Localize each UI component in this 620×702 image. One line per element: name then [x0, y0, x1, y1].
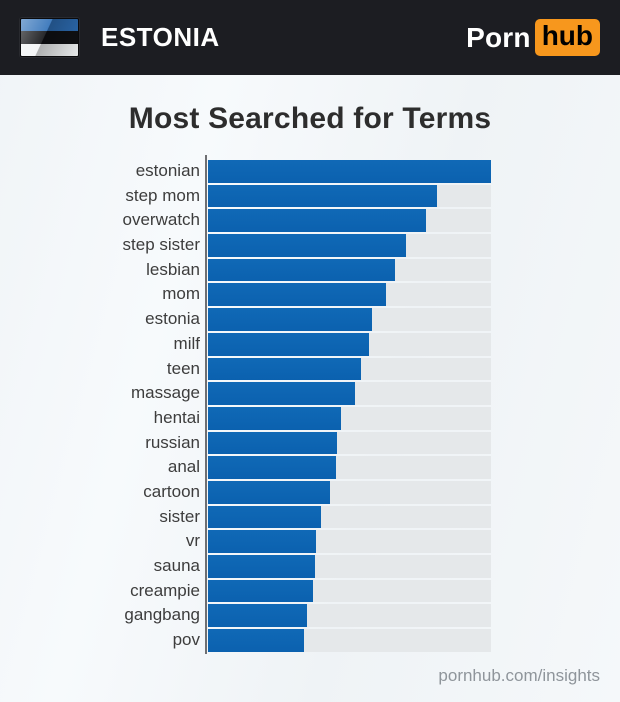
- bar-label: mom: [162, 284, 200, 304]
- bar-row: sauna: [0, 555, 620, 578]
- bar-fill: [208, 456, 337, 479]
- bar-label: estonian: [135, 161, 200, 180]
- header-bar: ESTONIA Porn hub: [0, 0, 620, 75]
- y-axis-line: [205, 155, 207, 654]
- bar-label: gangbang: [124, 605, 200, 625]
- logo-hub-badge: hub: [534, 19, 600, 56]
- bar-row: cartoon: [0, 480, 620, 504]
- bar-fill: [208, 308, 373, 331]
- bar-row: russian: [0, 431, 620, 455]
- bar-label: estonia: [145, 309, 200, 329]
- bar-row: sister: [0, 505, 620, 529]
- bar-label: sauna: [153, 556, 200, 575]
- bar-label: vr: [185, 531, 200, 551]
- bar-label: sister: [159, 506, 200, 526]
- bar-fill: [208, 382, 356, 405]
- bar-fill: [208, 209, 426, 233]
- country-label: ESTONIA: [101, 22, 220, 52]
- bar-fill: [208, 406, 341, 430]
- bar-rows: estonian step mom overwatch step sister lesb…: [0, 160, 620, 652]
- bar-track: [208, 629, 491, 652]
- bar-track: [208, 308, 491, 331]
- bar-row: lesbian: [0, 258, 620, 282]
- bar-track: [208, 357, 491, 381]
- bar-row: step sister: [0, 234, 620, 257]
- bar-row: teen: [0, 357, 620, 381]
- bar-track: [208, 505, 491, 529]
- bar-fill: [208, 604, 308, 628]
- bar-label: step mom: [125, 185, 200, 205]
- bar-label: russian: [145, 432, 200, 452]
- chart-title: Most Searched for Terms: [128, 102, 492, 135]
- bar-row: mom: [0, 283, 620, 307]
- bar-label: anal: [167, 457, 200, 477]
- bar-fill: [208, 530, 317, 553]
- bar-fill: [208, 357, 361, 381]
- bar-fill: [208, 332, 370, 356]
- bar-fill: [208, 431, 338, 455]
- bar-fill: [208, 234, 407, 257]
- pornhub-logo: Porn hub: [466, 19, 600, 56]
- bar-label: hentai: [153, 407, 200, 427]
- flag-stripe-black: [21, 31, 78, 44]
- bar-row: pov: [0, 629, 620, 652]
- bar-row: anal: [0, 456, 620, 479]
- bar-fill: [208, 283, 387, 307]
- bar-track: [208, 234, 491, 257]
- bar-row: estonia: [0, 308, 620, 331]
- bar-fill: [208, 258, 395, 282]
- bar-track: [208, 160, 491, 183]
- bar-row: vr: [0, 530, 620, 553]
- bar-fill: [208, 160, 491, 183]
- bar-track: [208, 431, 491, 455]
- bar-track: [208, 184, 491, 208]
- bar-label: cartoon: [143, 481, 200, 501]
- bar-fill: [208, 184, 438, 208]
- bar-label: overwatch: [122, 210, 200, 230]
- bar-track: [208, 283, 491, 307]
- bar-track: [208, 480, 491, 504]
- bar-label: creampie: [130, 580, 200, 600]
- bar-track: [208, 456, 491, 479]
- bar-fill: [208, 629, 305, 652]
- bar-fill: [208, 505, 322, 529]
- flag-stripe-white: [21, 43, 78, 56]
- estonia-flag-icon: [20, 18, 79, 57]
- bar-track: [208, 530, 491, 553]
- bar-fill: [208, 480, 330, 504]
- bar-row: estonian: [0, 160, 620, 183]
- bar-track: [208, 406, 491, 430]
- bar-label: teen: [166, 358, 200, 378]
- bar-fill: [208, 555, 315, 578]
- bar-fill: [208, 579, 313, 603]
- bar-row: hentai: [0, 406, 620, 430]
- bar-track: [208, 209, 491, 233]
- bar-label: massage: [131, 383, 200, 403]
- bar-track: [208, 332, 491, 356]
- footer-site-label: pornhub.com/insights: [438, 666, 600, 685]
- bar-track: [208, 555, 491, 578]
- bar-track: [208, 604, 491, 628]
- bar-label: lesbian: [146, 259, 200, 279]
- bar-row: massage: [0, 382, 620, 405]
- bar-label: step sister: [122, 235, 200, 255]
- bar-row: overwatch: [0, 209, 620, 233]
- bar-track: [208, 579, 491, 603]
- bar-label: milf: [173, 333, 200, 353]
- bar-track: [208, 382, 491, 405]
- bar-track: [208, 258, 491, 282]
- logo-porn-text: Porn: [466, 21, 531, 53]
- bar-chart: estonian step mom overwatch step sister lesb…: [0, 155, 620, 654]
- flag-stripe-blue: [21, 19, 78, 32]
- bar-row: step mom: [0, 184, 620, 208]
- bar-row: creampie: [0, 579, 620, 603]
- bar-label: pov: [172, 630, 200, 650]
- bar-row: gangbang: [0, 604, 620, 628]
- bar-row: milf: [0, 332, 620, 356]
